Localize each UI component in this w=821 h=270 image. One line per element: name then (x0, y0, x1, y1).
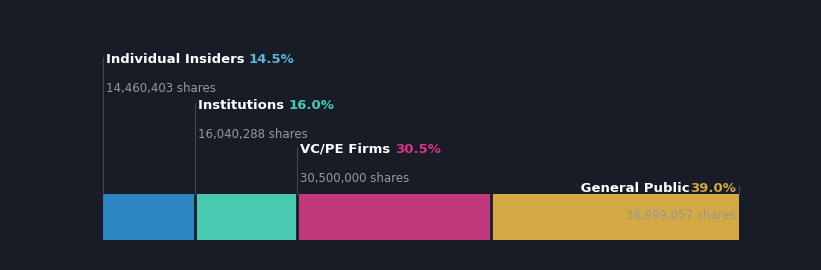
Text: 14.5%: 14.5% (249, 53, 295, 66)
Text: 16,040,288 shares: 16,040,288 shares (198, 128, 308, 141)
Text: Institutions: Institutions (198, 99, 289, 112)
Text: 39.0%: 39.0% (690, 182, 736, 195)
Text: General Public: General Public (576, 182, 690, 195)
Text: 30.5%: 30.5% (395, 143, 441, 156)
Text: 14,460,403 shares: 14,460,403 shares (106, 82, 216, 95)
Text: 30,500,000 shares: 30,500,000 shares (300, 172, 409, 185)
Text: VC/PE Firms: VC/PE Firms (300, 143, 395, 156)
Bar (195, 194, 296, 240)
Text: 16.0%: 16.0% (289, 99, 335, 112)
Bar (491, 194, 739, 240)
Bar (103, 194, 195, 240)
Text: 38,999,057 shares: 38,999,057 shares (626, 209, 736, 222)
Text: Individual Insiders: Individual Insiders (106, 53, 249, 66)
Bar (296, 194, 491, 240)
